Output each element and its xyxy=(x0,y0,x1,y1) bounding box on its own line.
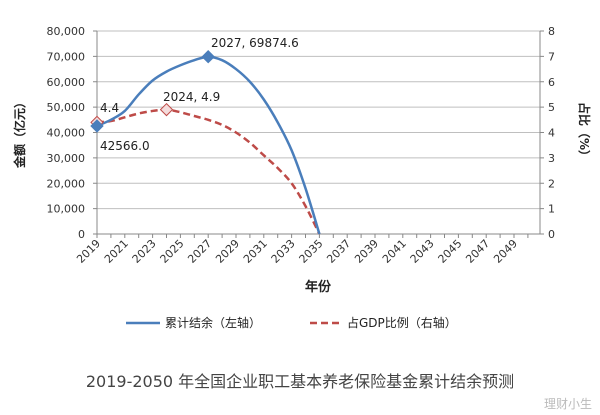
y-axis-title: 金额（亿元） xyxy=(12,96,27,169)
x-axis-title: 年份 xyxy=(305,279,332,295)
y-right-tick-label: 2 xyxy=(548,177,555,190)
y-right-tick-label: 4 xyxy=(548,127,555,140)
x-tick-label: 2029 xyxy=(213,237,242,266)
chart-caption: 2019-2050 年全国企业职工基本养老保险基金累计结余预测 xyxy=(85,372,515,391)
x-tick-label: 2047 xyxy=(463,237,492,266)
y-right-tick-label: 5 xyxy=(548,101,555,114)
x-tick-label: 2019 xyxy=(74,237,103,266)
y-right-tick-label: 0 xyxy=(548,228,555,241)
y-tick-label: 30,000 xyxy=(47,152,86,165)
legend-label-gdp-ratio: 占GDP比例（右轴） xyxy=(347,315,457,330)
x-tick-label: 2033 xyxy=(269,237,298,266)
y-tick-label: 70,000 xyxy=(47,50,86,63)
data-label: 2027, 69874.6 xyxy=(211,36,299,50)
x-tick-label: 2035 xyxy=(297,237,326,266)
y-right-tick-label: 6 xyxy=(548,76,555,89)
series-gdp-ratio-line xyxy=(96,108,321,235)
y-tick-label: 20,000 xyxy=(47,177,86,190)
y-tick-label: 40,000 xyxy=(47,127,86,140)
y-right-tick-label: 1 xyxy=(548,203,555,216)
y-tick-label: 80,000 xyxy=(47,25,86,38)
x-tick-label: 2039 xyxy=(352,237,381,266)
y-tick-label: 10,000 xyxy=(47,203,86,216)
data-label: 42566.0 xyxy=(100,139,150,153)
y-tick-label: 0 xyxy=(78,228,85,241)
x-tick-label: 2041 xyxy=(380,237,409,266)
watermark: 理财小生 xyxy=(544,396,592,412)
y-right-tick-label: 7 xyxy=(548,50,555,63)
y-tick-label: 60,000 xyxy=(47,76,86,89)
marker-gdp-2024 xyxy=(159,102,174,117)
data-label: 4.4 xyxy=(100,101,119,115)
x-tick-label: 2049 xyxy=(491,237,520,266)
x-tick-label: 2027 xyxy=(185,237,214,266)
y-right-tick-label: 3 xyxy=(548,152,555,165)
y-tick-label: 50,000 xyxy=(47,101,86,114)
watermark-text: 理财小生 xyxy=(543,397,592,411)
data-label: 2024, 4.9 xyxy=(163,90,220,104)
x-tick-label: 2025 xyxy=(158,237,187,266)
x-tick-label: 2021 xyxy=(102,237,131,266)
x-tick-label: 2043 xyxy=(408,237,437,266)
x-tick-label: 2037 xyxy=(324,237,353,266)
marker-balance-2027 xyxy=(201,49,215,64)
y-right-tick-label: 8 xyxy=(548,25,555,38)
x-tick-label: 2031 xyxy=(241,237,270,266)
marker-balance-2019 xyxy=(90,119,104,133)
x-tick-label: 2023 xyxy=(130,237,159,266)
legend-label-balance: 累计结余（左轴） xyxy=(165,315,261,330)
y-right-axis-title: 占比（%） xyxy=(577,102,592,162)
x-tick-label: 2045 xyxy=(436,237,465,266)
